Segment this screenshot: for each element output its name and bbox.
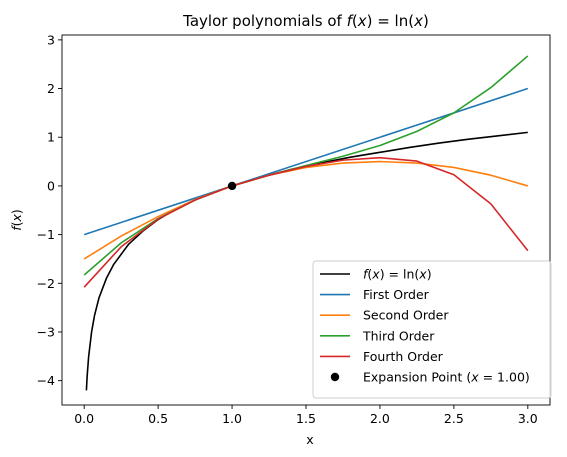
y-axis-label: f(x) [9, 209, 24, 231]
x-tick-label: 0.0 [74, 411, 94, 426]
y-tick-label: 2 [47, 81, 55, 96]
expansion-point-marker [227, 181, 237, 191]
x-tick-label: 2.5 [444, 411, 464, 426]
y-tick-label: −1 [37, 227, 55, 242]
legend-label-point: Expansion Point (x = 1.00) [363, 370, 530, 385]
series-line-2 [83, 160, 529, 260]
y-tick-label: −4 [37, 373, 55, 388]
x-tick-label: 1.0 [222, 411, 242, 426]
y-tick-label: 1 [47, 130, 55, 145]
chart-title: Taylor polynomials of f(x) = ln(x) [182, 12, 429, 30]
legend-box [312, 260, 552, 399]
legend-point-marker [330, 372, 340, 382]
series-line-4 [83, 156, 529, 288]
x-tick-label: 2.0 [370, 411, 390, 426]
legend-label-4: Fourth Order [363, 349, 444, 364]
y-tick-label: −2 [37, 276, 55, 291]
x-tick-label: 3.0 [518, 411, 538, 426]
legend-label-1: First Order [363, 287, 430, 302]
legend-label-2: Second Order [363, 308, 449, 323]
x-axis-label: x [306, 432, 313, 447]
legend-label-3: Third Order [362, 328, 435, 343]
x-tick-label: 1.5 [296, 411, 316, 426]
legend: f(x) = ln(x) First Order Second Order Third… [312, 260, 552, 399]
x-tick-label: 0.5 [148, 411, 168, 426]
y-tick-label: 3 [47, 32, 55, 47]
y-tick-label: −3 [37, 324, 55, 339]
y-tick-label: 0 [47, 178, 55, 193]
legend-label-0: f(x) = ln(x) [363, 267, 432, 282]
